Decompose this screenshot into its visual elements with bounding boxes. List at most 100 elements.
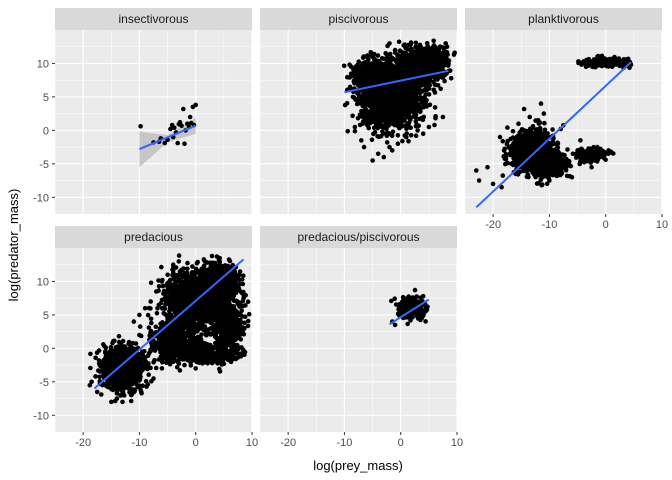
data-point	[426, 124, 432, 130]
facets-layer: insectivorous piscivorous planktivorouspre…	[54, 8, 663, 432]
data-point	[138, 124, 143, 129]
data-point	[373, 99, 379, 104]
data-point	[509, 161, 514, 166]
data-point	[193, 102, 198, 108]
data-point	[440, 114, 446, 120]
data-point	[369, 110, 375, 115]
data-point	[369, 137, 375, 142]
data-point	[345, 129, 351, 134]
data-point	[445, 63, 451, 68]
data-point	[536, 138, 541, 143]
data-point	[551, 141, 556, 147]
data-point	[533, 127, 539, 132]
data-point	[538, 128, 543, 134]
data-point	[423, 85, 429, 90]
data-point	[431, 38, 437, 44]
facet-panel: insectivorous	[54, 8, 253, 214]
data-point	[350, 94, 356, 100]
data-point	[376, 105, 382, 110]
data-point	[382, 107, 387, 113]
data-point	[389, 75, 395, 81]
data-point	[413, 108, 418, 113]
data-point	[357, 64, 363, 69]
data-point	[421, 69, 427, 75]
data-point	[390, 129, 396, 135]
data-point	[396, 64, 402, 70]
data-point	[358, 73, 364, 78]
data-point	[413, 133, 419, 138]
data-point	[529, 135, 535, 140]
facet-label: insectivorous	[118, 12, 188, 26]
data-point	[409, 49, 414, 54]
data-point	[389, 68, 395, 73]
data-point	[373, 121, 379, 126]
data-point	[375, 134, 380, 139]
data-point	[503, 157, 509, 162]
data-point	[406, 139, 411, 144]
data-point	[395, 123, 401, 129]
data-point	[387, 109, 393, 115]
data-point	[383, 121, 389, 126]
data-point	[433, 82, 439, 88]
data-point	[393, 99, 399, 104]
data-point	[442, 52, 448, 57]
confidence-ribbon	[139, 117, 196, 168]
data-point	[423, 92, 428, 98]
data-point	[432, 105, 438, 110]
data-point	[437, 44, 443, 49]
facet-strip	[260, 8, 457, 30]
data-point	[424, 104, 430, 109]
data-point	[389, 133, 395, 138]
data-point	[355, 116, 361, 121]
data-point	[451, 52, 457, 57]
data-point	[435, 51, 440, 56]
data-point	[358, 94, 363, 100]
facet-label: piscivorous	[328, 12, 388, 26]
data-point	[510, 144, 516, 150]
data-point	[359, 138, 364, 143]
data-point	[361, 144, 367, 150]
data-point	[426, 92, 432, 97]
data-point	[542, 120, 547, 126]
data-point	[352, 81, 357, 86]
data-point	[172, 125, 177, 130]
data-point	[352, 124, 358, 130]
data-point	[176, 122, 182, 127]
data-point	[375, 151, 381, 157]
data-point	[168, 126, 173, 132]
data-point	[379, 78, 385, 83]
data-point	[384, 52, 390, 58]
data-point	[390, 148, 395, 153]
data-point	[392, 50, 398, 55]
data-point	[501, 148, 507, 153]
data-point	[407, 70, 412, 75]
data-point	[505, 125, 510, 130]
data-point	[402, 96, 407, 101]
regression-line	[139, 124, 197, 151]
data-point	[361, 69, 366, 74]
data-point	[405, 121, 410, 126]
data-point	[413, 40, 419, 46]
data-point	[523, 139, 528, 144]
data-point	[528, 127, 533, 132]
data-point	[364, 122, 370, 127]
data-point	[399, 102, 404, 108]
data-point	[181, 106, 186, 112]
data-point	[542, 127, 548, 133]
data-point	[400, 115, 405, 120]
data-point	[395, 141, 401, 146]
data-point	[395, 92, 400, 97]
data-point	[360, 103, 366, 109]
data-point	[406, 111, 411, 116]
data-point	[406, 55, 412, 60]
data-point	[394, 113, 400, 119]
data-point	[510, 129, 516, 134]
data-point	[404, 88, 410, 94]
data-point	[443, 41, 449, 46]
facet-panel: piscivorous	[259, 8, 458, 214]
data-point	[511, 140, 516, 146]
data-point	[513, 148, 519, 153]
data-point	[447, 68, 453, 73]
data-point	[348, 64, 354, 69]
data-point	[519, 145, 524, 150]
